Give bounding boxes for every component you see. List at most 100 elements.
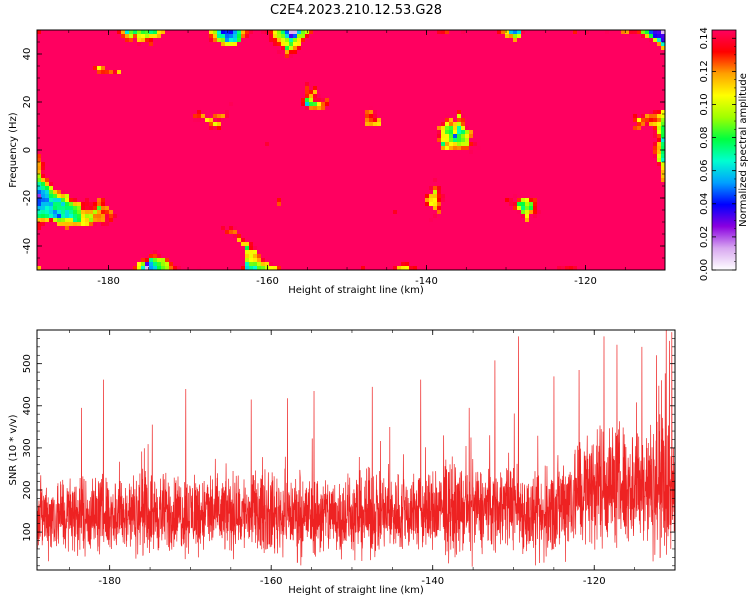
heatmap-cell — [69, 130, 74, 135]
heatmap-cell — [333, 34, 338, 39]
heatmap-cell — [549, 150, 554, 155]
heatmap-cell — [261, 46, 266, 51]
heatmap-cell — [125, 78, 130, 83]
heatmap-cell — [337, 38, 342, 43]
heatmap-cell — [293, 94, 298, 99]
heatmap-cell — [165, 86, 170, 91]
heatmap-cell — [305, 142, 310, 147]
heatmap-cell — [361, 106, 366, 111]
heatmap-cell — [401, 126, 406, 131]
heatmap-cell — [313, 66, 318, 71]
heatmap-cell — [629, 66, 634, 71]
heatmap-cell — [577, 106, 582, 111]
heatmap-cell — [401, 46, 406, 51]
heatmap-cell — [141, 150, 146, 155]
heatmap-cell — [497, 130, 502, 135]
heatmap-cell — [249, 154, 254, 159]
heatmap-cell — [357, 106, 362, 111]
heatmap-cell — [537, 142, 542, 147]
heatmap-cell — [157, 106, 162, 111]
heatmap-cell — [453, 46, 458, 51]
heatmap-cell — [289, 134, 294, 139]
heatmap-cell — [421, 50, 426, 55]
heatmap-cell — [581, 30, 586, 35]
heatmap-cell — [585, 42, 590, 47]
heatmap-cell — [629, 62, 634, 67]
heatmap-cell — [237, 142, 242, 147]
heatmap-cell — [213, 34, 218, 39]
heatmap-cell — [181, 30, 186, 35]
heatmap-cell — [497, 86, 502, 91]
heatmap-cell — [333, 70, 338, 75]
heatmap-cell — [221, 122, 226, 127]
heatmap-cell — [365, 150, 370, 155]
heatmap-cell — [277, 34, 282, 39]
heatmap-cell — [613, 122, 618, 127]
heatmap-cell — [385, 118, 390, 123]
heatmap-cell — [373, 78, 378, 83]
heatmap-cell — [581, 94, 586, 99]
heatmap-cell — [65, 110, 70, 115]
heatmap-cell — [573, 138, 578, 143]
heatmap-cell — [637, 102, 642, 107]
heatmap-cell — [605, 38, 610, 43]
heatmap-cell — [209, 114, 214, 119]
heatmap-cell — [653, 146, 658, 151]
heatmap-cell — [525, 126, 530, 131]
heatmap-cell — [501, 110, 506, 115]
heatmap-cell — [509, 30, 514, 35]
heatmap-cell — [173, 38, 178, 43]
heatmap-cell — [241, 126, 246, 131]
heatmap-cell — [505, 86, 510, 91]
heatmap-cell — [181, 146, 186, 151]
heatmap-cell — [257, 154, 262, 159]
heatmap-cell — [293, 58, 298, 63]
heatmap-cell — [145, 74, 150, 79]
heatmap-cell — [85, 38, 90, 43]
heatmap-cell — [117, 38, 122, 43]
heatmap-cell — [105, 150, 110, 155]
heatmap-cell — [173, 146, 178, 151]
heatmap-cell — [109, 94, 114, 99]
heatmap-cell — [537, 42, 542, 47]
heatmap-cell — [613, 86, 618, 91]
heatmap-cell — [333, 146, 338, 151]
heatmap-cell — [49, 42, 54, 47]
heatmap-cell — [185, 130, 190, 135]
heatmap-cell — [525, 90, 530, 95]
heatmap-cell — [261, 102, 266, 107]
heatmap-cell — [573, 146, 578, 151]
heatmap-cell — [441, 90, 446, 95]
heatmap-cell — [309, 122, 314, 127]
heatmap-cell — [537, 34, 542, 39]
heatmap-cell — [393, 50, 398, 55]
heatmap-cell — [269, 90, 274, 95]
heatmap-cell — [345, 42, 350, 47]
heatmap-cell — [137, 82, 142, 87]
heatmap-cell — [525, 150, 530, 155]
heatmap-cell — [161, 42, 166, 47]
heatmap-cell — [357, 54, 362, 59]
heatmap-cell — [313, 138, 318, 143]
heatmap-cell — [661, 98, 665, 103]
heatmap-cell — [441, 54, 446, 59]
heatmap-cell — [509, 66, 514, 71]
heatmap-cell — [217, 150, 222, 155]
heatmap-cell — [49, 54, 54, 59]
heatmap-cell — [445, 54, 450, 59]
heatmap-cell — [393, 102, 398, 107]
heatmap-cell — [125, 118, 130, 123]
heatmap-cell — [537, 94, 542, 99]
heatmap-cell — [405, 130, 410, 135]
heatmap-cell — [469, 114, 474, 119]
heatmap-cell — [177, 146, 182, 151]
heatmap-cell — [305, 82, 310, 87]
heatmap-cell — [261, 94, 266, 99]
heatmap-cell — [297, 66, 302, 71]
heatmap-cell — [513, 54, 518, 59]
heatmap-cell — [609, 134, 614, 139]
heatmap-cell — [201, 126, 206, 131]
heatmap-cell — [525, 102, 530, 107]
heatmap-cell — [565, 34, 570, 39]
heatmap-cell — [657, 82, 662, 87]
